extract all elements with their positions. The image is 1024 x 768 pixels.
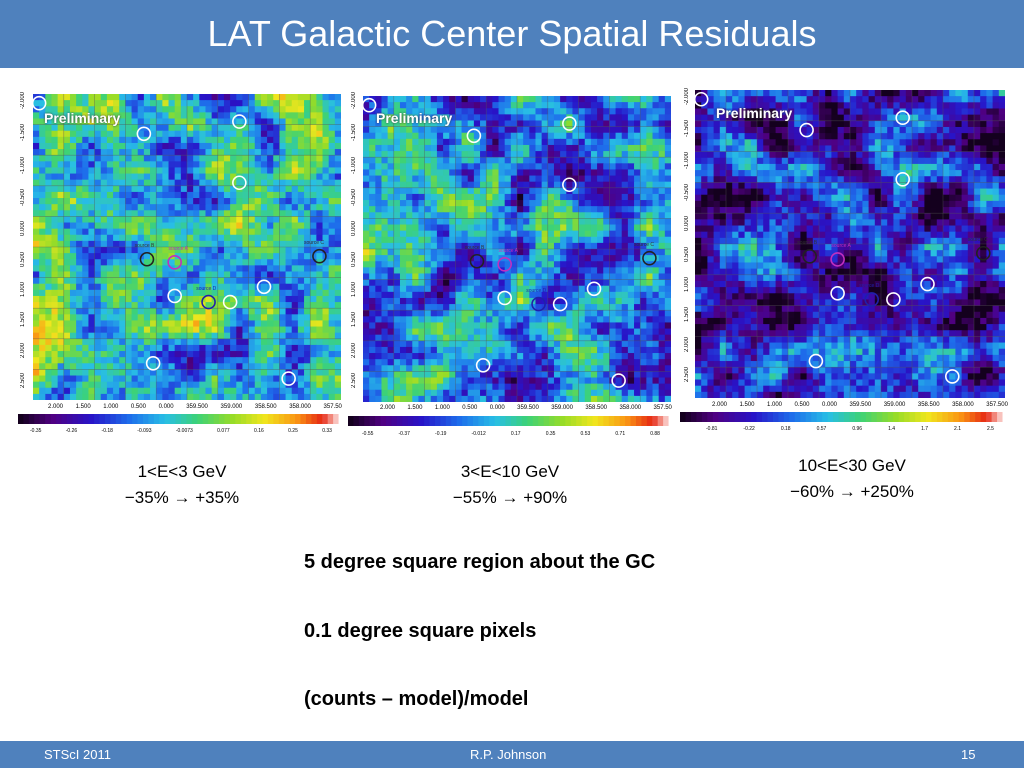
y-axis-ticks: 2.500 2.000 1.500 1.000 0.500 0.000 -0.500 -1.0… xyxy=(684,88,690,382)
colorbar xyxy=(680,412,1008,422)
note-region: 5 degree square region about the GC xyxy=(304,551,656,573)
note-pixels: 0.1 degree square pixels xyxy=(304,620,537,642)
source-label: source D xyxy=(526,288,546,294)
residual-map-image: source B source A source C source D xyxy=(33,94,341,400)
y-axis-ticks: 2.500 2.000 1.500 1.000 0.500 0.000 -0.500 -1.0… xyxy=(20,92,26,388)
source-label: source D xyxy=(196,286,216,292)
colorbar xyxy=(18,414,344,424)
preliminary-watermark: Preliminary xyxy=(376,110,453,126)
residual-map-image: source B source A source C source D xyxy=(363,96,671,402)
energy-range-label: 10<E<30 GeV xyxy=(798,456,906,475)
colorbar-ticks: -0.35 -0.26 -0.18 -0.093 -0.0073 0.077 0.16 0.2… xyxy=(30,428,332,434)
x-axis-ticks: 2.000 1.500 1.000 0.500 0.000 359.500 359.000 3… xyxy=(48,404,342,410)
footer-author: R.P. Johnson xyxy=(470,747,547,762)
page-number: 15 xyxy=(961,747,976,762)
source-label: source C xyxy=(304,240,324,246)
energy-range-label: 1<E<3 GeV xyxy=(137,462,227,481)
residual-range-label: −60% → +250% xyxy=(790,482,914,501)
energy-range-label: 3<E<10 GeV xyxy=(460,462,560,481)
panel-caption: 3<E<10 GeV −55% → +90% xyxy=(400,459,620,511)
colorbar xyxy=(348,416,674,426)
source-label: source B xyxy=(465,245,485,251)
colorbar-ticks: -0.81 -0.22 0.18 0.57 0.96 1.4 1.7 2.1 2.5 xyxy=(706,426,994,432)
slide-footer: STScI 2011 R.P. Johnson 15 xyxy=(0,741,1024,768)
y-axis-ticks: 2.500 2.000 1.500 1.000 0.500 0.000 -0.500 -1.0… xyxy=(351,92,357,388)
source-label: source B xyxy=(797,240,817,246)
source-label: source C xyxy=(634,242,654,248)
colorbar-ticks: -0.55 -0.37 -0.19 -0.012 0.17 0.35 0.53 0.71 0.8… xyxy=(362,431,660,437)
source-label: source A xyxy=(499,248,519,254)
source-label: source B xyxy=(135,243,155,249)
slide-title: LAT Galactic Center Spatial Residuals xyxy=(0,0,1024,68)
panel-caption: 10<E<30 GeV −60% → +250% xyxy=(742,453,962,505)
panel-caption: 1<E<3 GeV −35% → +35% xyxy=(72,459,292,511)
x-axis-ticks: 2.000 1.500 1.000 0.500 0.000 359.500 359.000 3… xyxy=(380,405,672,411)
preliminary-watermark: Preliminary xyxy=(716,105,793,121)
residual-map-image: source B source A source C source D xyxy=(695,90,1005,398)
source-label: source D xyxy=(859,283,879,289)
preliminary-watermark: Preliminary xyxy=(44,110,121,126)
footer-venue: STScI 2011 xyxy=(44,747,111,762)
residual-range-label: −35% → +35% xyxy=(124,488,240,507)
residual-range-label: −55% → +90% xyxy=(452,488,568,507)
source-label: source C xyxy=(968,237,988,243)
note-formula: (counts – model)/model xyxy=(304,688,529,710)
source-label: source A xyxy=(169,246,189,252)
x-axis-ticks: 2.000 1.500 1.000 0.500 0.000 359.500 359.000 3… xyxy=(712,402,1008,408)
source-label: source A xyxy=(831,243,851,249)
